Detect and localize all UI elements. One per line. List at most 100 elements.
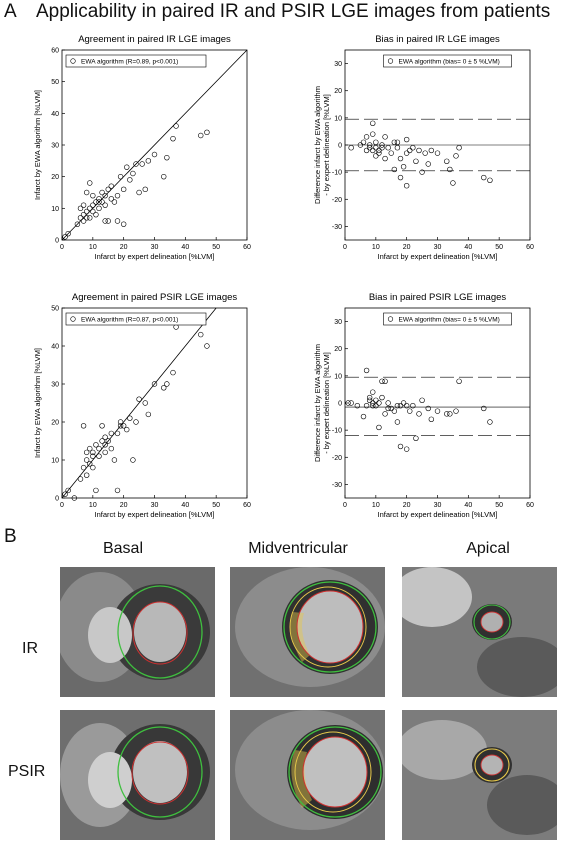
data-point [127, 177, 133, 183]
y-tick-label: -20 [332, 455, 342, 462]
data-point [382, 134, 388, 140]
data-point [114, 192, 121, 199]
data-point [96, 196, 102, 202]
data-point [379, 145, 385, 151]
y-axis-label: Infarct by EWA algorithm [%LVM] [33, 348, 42, 458]
chart-ir-agreement: Agreement in paired IR LGE images 0 10 20 30… [33, 34, 251, 261]
data-point [145, 158, 152, 164]
data-point [71, 495, 78, 501]
data-point [413, 158, 419, 164]
data-point [105, 218, 111, 224]
data-point [164, 154, 170, 161]
data-point [403, 403, 410, 409]
data-point [80, 202, 87, 208]
data-point [204, 129, 210, 136]
data-point [410, 145, 416, 151]
legend-box [65, 312, 207, 326]
data-point [142, 186, 148, 193]
y-tick-label: 10 [334, 115, 342, 122]
data-point [403, 136, 410, 143]
x-axis-label: Infarct by expert delineation [%LVM] [378, 510, 498, 519]
data-point [105, 438, 111, 444]
data-point [151, 151, 158, 158]
y-tick-label: -10 [332, 428, 342, 435]
x-tick-label: 50 [495, 244, 503, 251]
data-point [487, 419, 493, 425]
x-tick-label: 60 [526, 244, 534, 251]
y-tick-label: 0 [55, 496, 59, 503]
x-tick-label: 20 [120, 244, 128, 251]
data-point [363, 367, 370, 374]
data-point [370, 120, 376, 126]
data-point [111, 457, 118, 463]
legend-box [65, 54, 207, 68]
legend-marker [70, 58, 76, 64]
data-point [348, 400, 354, 406]
data-point [90, 464, 96, 471]
x-tick-label: 50 [212, 502, 220, 509]
data-point [385, 145, 391, 151]
x-axis-label: Infarct by expert delineation [%LVM] [95, 252, 215, 261]
data-point [80, 211, 87, 218]
data-point [388, 405, 394, 412]
data-point [62, 234, 68, 240]
data-point [447, 411, 453, 417]
data-point [376, 424, 382, 431]
data-point [394, 403, 401, 409]
data-point [173, 324, 179, 330]
data-point [142, 400, 148, 406]
data-point [93, 487, 99, 494]
data-point [394, 145, 401, 151]
data-point [99, 438, 105, 444]
data-point [410, 403, 416, 409]
data-point [204, 343, 210, 349]
data-point [373, 145, 379, 151]
data-point [74, 221, 81, 227]
data-point [407, 408, 413, 414]
data-point [422, 150, 428, 156]
data-point [345, 400, 351, 406]
data-point [370, 389, 376, 395]
data-point [93, 442, 99, 448]
data-point [366, 145, 373, 151]
data-point [413, 435, 419, 441]
x-tick-label: 10 [89, 244, 97, 251]
chart-psir-agreement: Agreement in paired PSIR LGE images 0 10 20… [33, 292, 251, 519]
y-axis-label: Difference infarct by EWA algorithm- by … [313, 344, 331, 462]
data-point [90, 208, 96, 215]
data-point [161, 173, 167, 180]
data-point [348, 145, 354, 151]
data-point [403, 150, 410, 156]
data-point [114, 487, 121, 494]
data-point [133, 161, 139, 167]
data-point [145, 411, 152, 418]
data-point [397, 174, 404, 181]
data-point [83, 472, 90, 478]
data-point [373, 397, 379, 403]
data-point [90, 449, 96, 456]
data-point [360, 413, 367, 420]
data-point [65, 230, 71, 237]
x-tick-label: 40 [181, 502, 189, 509]
data-point [83, 449, 90, 456]
data-point [83, 208, 90, 215]
data-point [124, 164, 130, 170]
chart-title: Bias in paired PSIR LGE images [369, 292, 507, 303]
data-point [83, 215, 90, 221]
data-point [151, 381, 158, 387]
data-point [379, 378, 385, 384]
data-point [93, 199, 99, 205]
data-point [99, 189, 105, 196]
data-point [120, 423, 127, 429]
x-tick-label: 30 [151, 502, 159, 509]
data-point [388, 150, 394, 156]
x-tick-label: 40 [464, 502, 472, 509]
data-point [382, 155, 388, 162]
x-tick-label: 30 [434, 244, 442, 251]
y-axis-label: Difference infarct by EWA algorithm- by … [313, 86, 331, 204]
data-point [400, 164, 407, 170]
x-axis-label: Infarct by expert delineation [%LVM] [95, 510, 215, 519]
x-tick-label: 0 [60, 244, 64, 251]
data-point [80, 423, 87, 429]
x-tick-label: 30 [151, 244, 159, 251]
